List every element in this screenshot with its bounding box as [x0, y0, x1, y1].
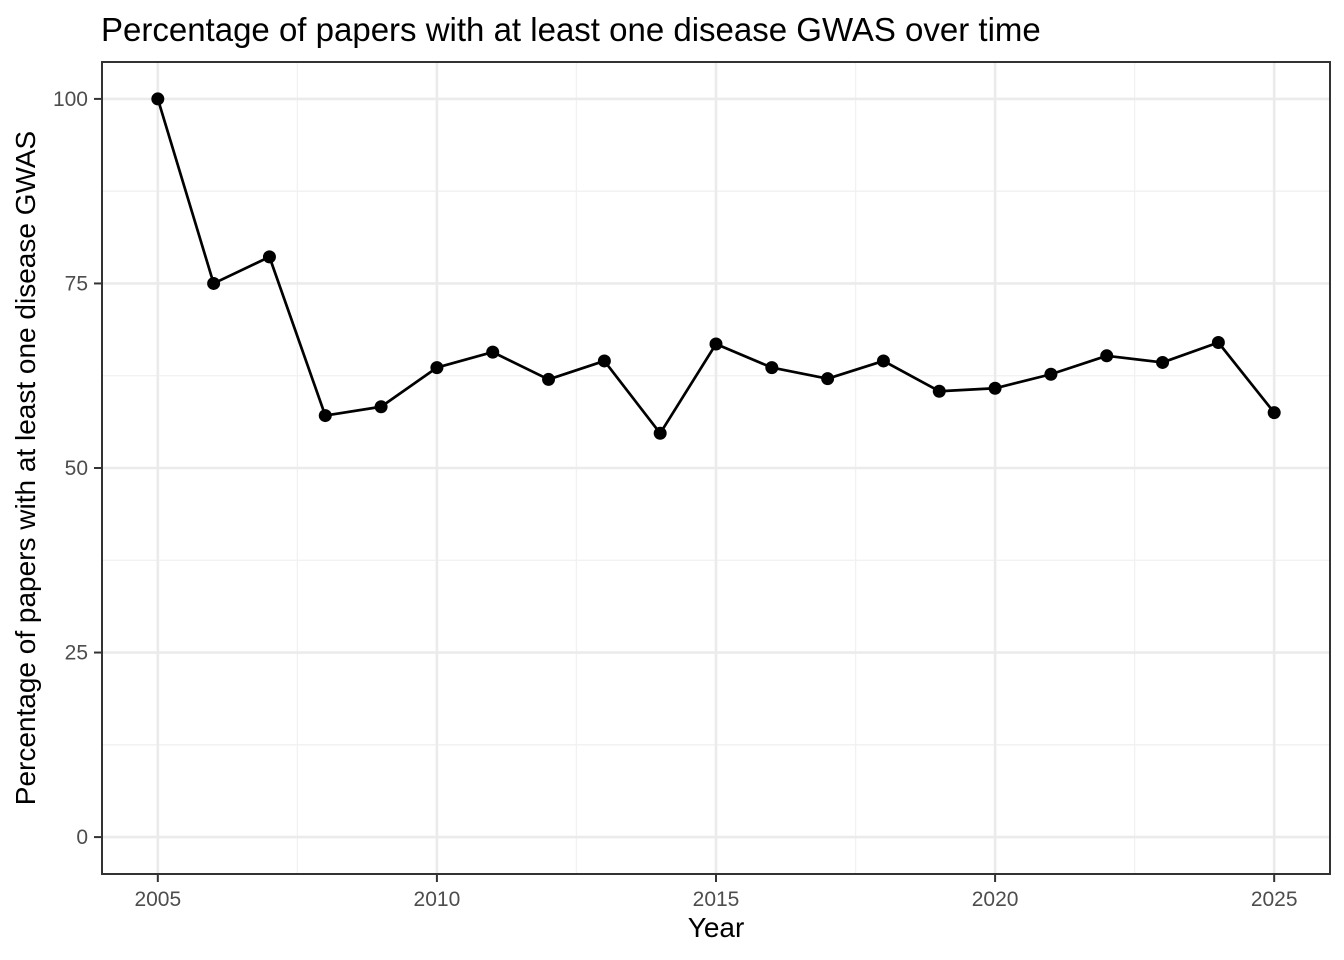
x-tick-label: 2020 [972, 888, 1019, 911]
chart-title: Percentage of papers with at least one d… [101, 11, 1041, 48]
x-tick-label: 2025 [1251, 888, 1298, 911]
data-point [876, 354, 890, 368]
y-tick-label: 100 [53, 88, 88, 111]
data-point [1100, 349, 1114, 363]
data-point [597, 354, 611, 368]
y-tick-label: 75 [65, 272, 88, 295]
axis-ticks [94, 97, 1276, 882]
y-tick-label: 50 [65, 457, 88, 480]
data-point [765, 361, 779, 375]
data-point [374, 400, 388, 414]
data-point [262, 250, 276, 264]
data-point [318, 409, 332, 423]
data-point [709, 337, 723, 351]
major-gridlines [102, 62, 1330, 874]
data-point [653, 426, 667, 440]
x-axis-title: Year [687, 912, 745, 943]
data-point [932, 384, 946, 398]
x-tick-label: 2005 [134, 888, 181, 911]
data-points [151, 92, 1281, 440]
y-tick-label: 25 [65, 642, 88, 665]
data-point [988, 381, 1002, 395]
panel-border [101, 61, 1331, 875]
data-point [1267, 406, 1281, 420]
x-tick-label: 2015 [693, 888, 740, 911]
data-point [430, 361, 444, 375]
data-point [151, 92, 165, 106]
data-point [542, 372, 556, 386]
y-tick-labels: 0 25 50 75 100 [53, 88, 88, 849]
y-tick-label: 0 [76, 826, 88, 849]
data-point [1211, 336, 1225, 350]
data-point [486, 345, 500, 359]
data-point [1156, 355, 1170, 369]
x-tick-label: 2010 [414, 888, 461, 911]
data-point [821, 372, 835, 386]
data-point [207, 276, 221, 290]
x-tick-labels: 2005 2010 2015 2020 2025 [134, 888, 1297, 911]
data-point [1044, 367, 1058, 381]
